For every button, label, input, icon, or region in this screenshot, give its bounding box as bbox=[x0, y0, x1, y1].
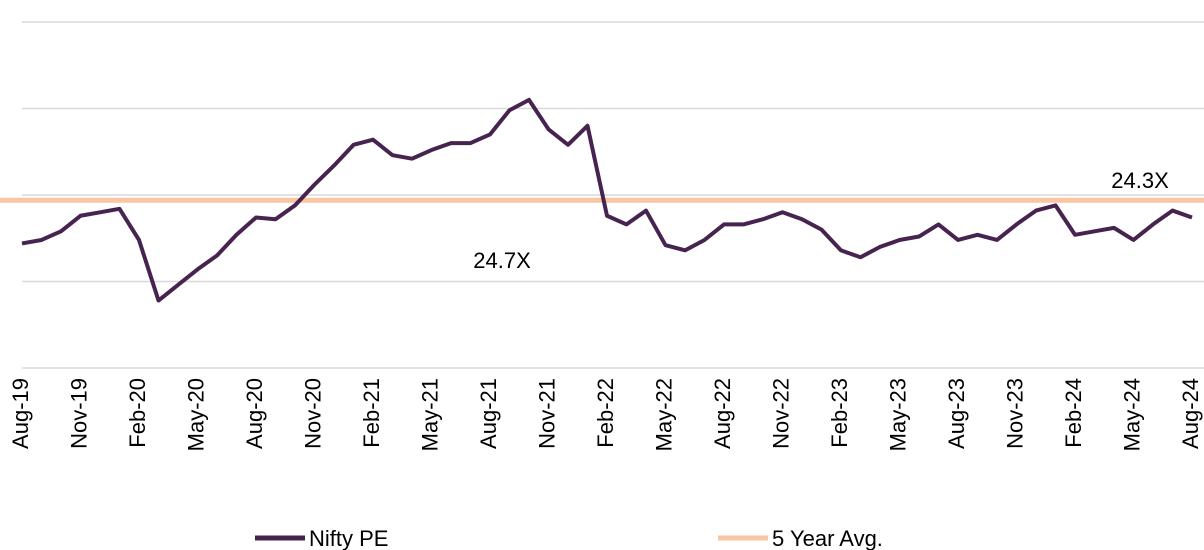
annotation: 24.3X bbox=[1111, 168, 1169, 193]
x-tick-label: May-24 bbox=[1119, 378, 1144, 451]
x-tick-label: Nov-19 bbox=[66, 378, 91, 449]
x-tick-label: Feb-20 bbox=[125, 378, 150, 448]
x-tick-label: May-22 bbox=[651, 378, 676, 451]
x-tick-label: Nov-22 bbox=[768, 378, 793, 449]
x-tick-label: May-20 bbox=[183, 378, 208, 451]
x-tick-label: Feb-23 bbox=[827, 378, 852, 448]
x-tick-label: Feb-21 bbox=[359, 378, 384, 448]
x-tick-label: May-23 bbox=[885, 378, 910, 451]
x-tick-label: Aug-23 bbox=[944, 378, 969, 449]
x-tick-label: Aug-24 bbox=[1178, 378, 1203, 449]
annotation: 24.7X bbox=[473, 248, 531, 273]
x-tick-label: Nov-23 bbox=[1002, 378, 1027, 449]
x-tick-label: Feb-24 bbox=[1061, 378, 1086, 448]
x-tick-label: Nov-20 bbox=[300, 378, 325, 449]
x-tick-label: May-21 bbox=[417, 378, 442, 451]
x-tick-label: Aug-20 bbox=[242, 378, 267, 449]
x-tick-label: Aug-19 bbox=[8, 378, 33, 449]
x-tick-label: Feb-22 bbox=[593, 378, 618, 448]
legend-label: Nifty PE bbox=[309, 526, 388, 550]
x-tick-label: Nov-21 bbox=[534, 378, 559, 449]
legend-label: 5 Year Avg. bbox=[772, 526, 883, 550]
legend-item: 5 Year Avg. bbox=[718, 526, 883, 550]
line bbox=[21, 97, 1193, 303]
legend-item: Nifty PE bbox=[255, 526, 388, 550]
x-tick-label: Aug-22 bbox=[710, 378, 735, 449]
x-tick-label: Aug-21 bbox=[476, 378, 501, 449]
